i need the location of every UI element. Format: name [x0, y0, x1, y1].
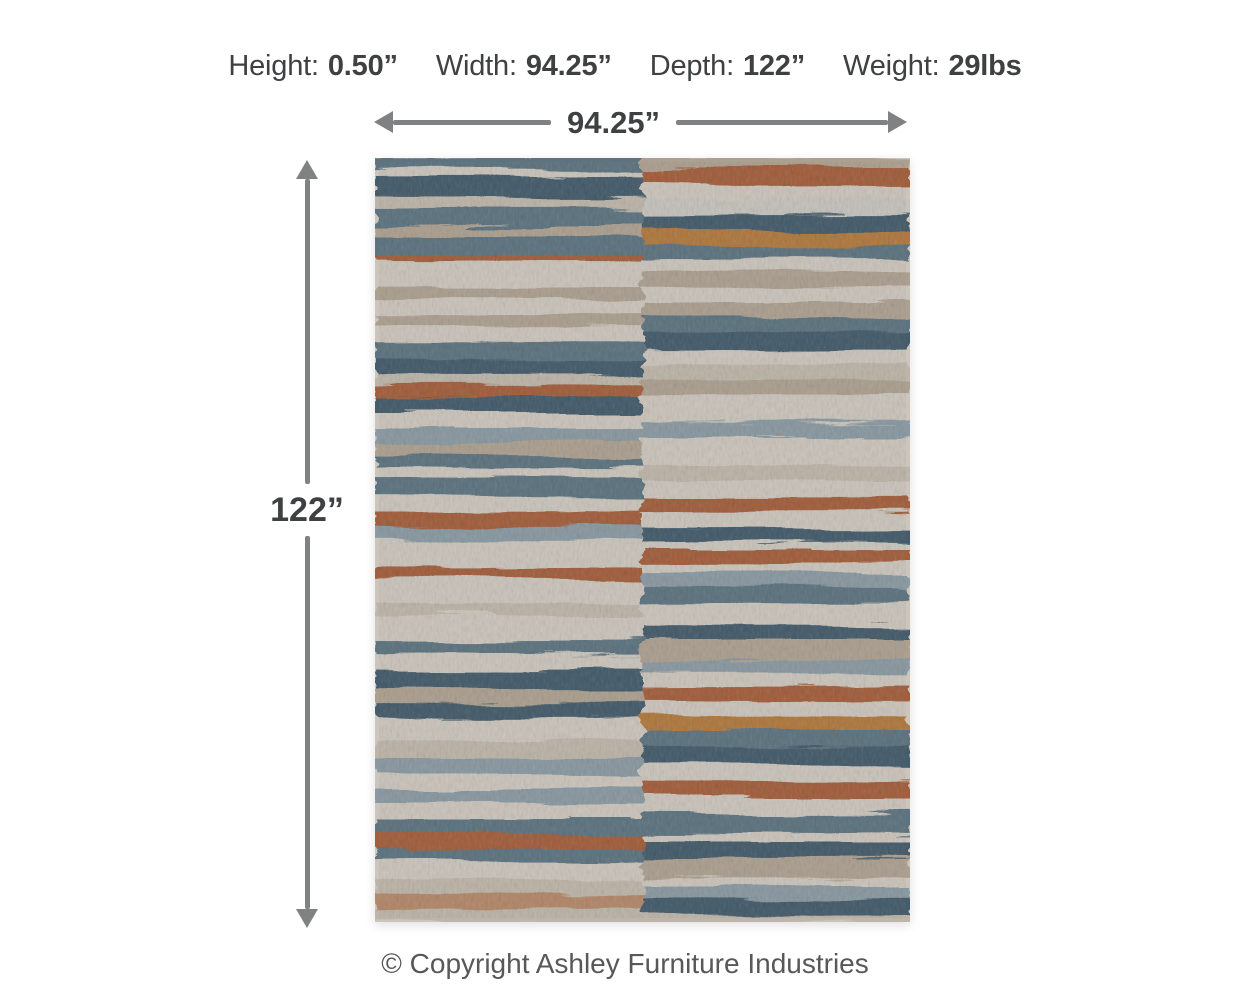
copyright-text: © Copyright Ashley Furniture Industries: [381, 948, 869, 979]
rug-stripe: [642, 916, 910, 922]
spec-width-label: Width:: [435, 50, 517, 82]
width-arrow-line-left: [393, 119, 551, 125]
height-dimension-label: 122”: [270, 491, 344, 530]
spec-height-value: 0.50”: [327, 50, 398, 82]
spec-weight-value: 29lbs: [948, 50, 1022, 82]
spec-height-label: Height:: [228, 50, 319, 82]
arrowhead-down-icon: [296, 909, 318, 928]
spec-width-value: 94.25”: [525, 50, 612, 82]
spec-height: Height: 0.50”: [228, 50, 398, 83]
arrowhead-up-icon: [296, 160, 318, 179]
spec-width: Width: 94.25”: [436, 50, 612, 83]
specs-row: Height: 0.50” Width: 94.25” Depth: 122” Wei…: [0, 50, 1250, 83]
arrowhead-left-icon: [374, 111, 393, 133]
width-dimension-label: 94.25”: [566, 104, 661, 140]
rug-fabric-texture: [379, 162, 906, 918]
height-arrow-line-top: [304, 179, 310, 485]
height-dimension-arrow: 122”: [246, 160, 368, 928]
spec-depth-label: Depth:: [649, 50, 734, 82]
rug-svg: [375, 158, 910, 922]
spec-depth-value: 122”: [742, 50, 806, 82]
spec-weight: Weight: 29lbs: [843, 50, 1022, 83]
width-dimension-arrow: 94.25”: [374, 104, 907, 140]
height-arrow-line-bottom: [304, 536, 310, 909]
width-arrow-line-right: [676, 119, 888, 125]
spec-depth: Depth: 122”: [649, 50, 806, 83]
spec-weight-label: Weight:: [843, 50, 940, 82]
rug-image: [375, 158, 910, 922]
arrowhead-right-icon: [888, 111, 907, 133]
